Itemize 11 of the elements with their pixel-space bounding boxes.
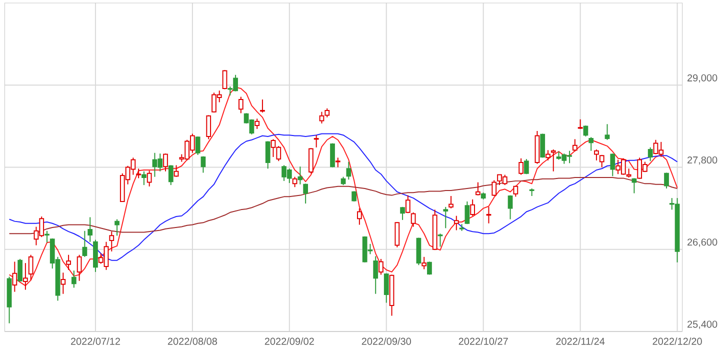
y-tick-label: 29,000 xyxy=(687,74,718,83)
x-tick-label: 2022/12/20 xyxy=(652,338,702,345)
x-tick-label: 2022/08/08 xyxy=(168,338,218,345)
x-tick-label: 2022/07/12 xyxy=(70,338,120,345)
x-tick-label: 2022/09/02 xyxy=(264,338,314,345)
x-tick-label: 2022/11/24 xyxy=(556,338,605,345)
y-tick-label: 25,400 xyxy=(687,320,718,330)
y-tick-label: 27,800 xyxy=(687,156,718,165)
y-tick-label: 26,600 xyxy=(687,238,718,247)
x-tick-label: 2022/10/27 xyxy=(458,338,508,345)
x-tick-label: 2022/09/30 xyxy=(362,338,411,345)
